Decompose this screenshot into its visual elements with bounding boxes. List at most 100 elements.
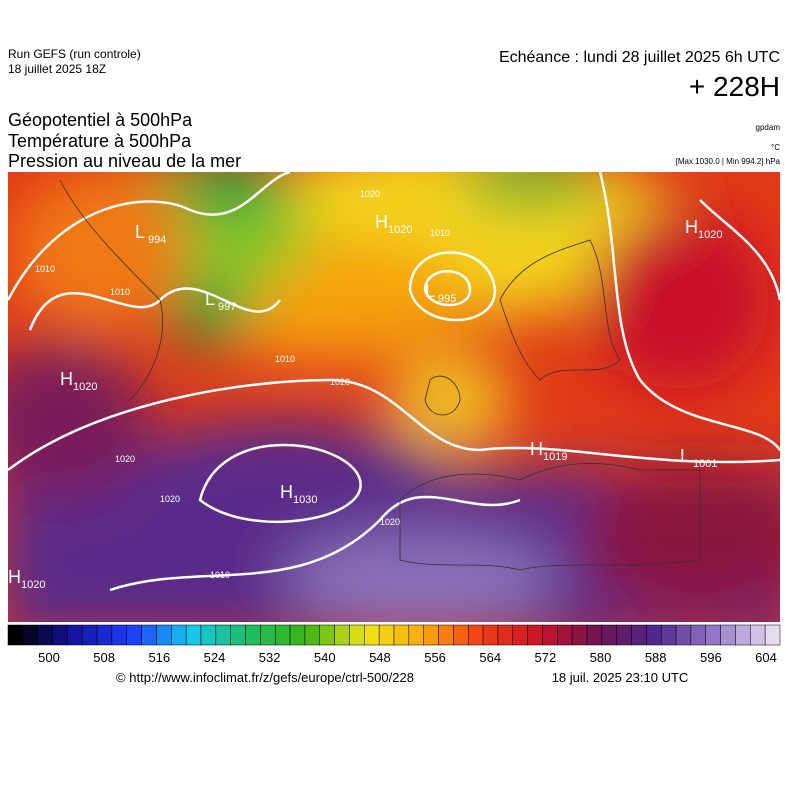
colorbar-cell [67, 624, 83, 646]
colorbar-cell [557, 624, 573, 646]
colorbar-cell [319, 624, 335, 646]
colorbar-cell [705, 624, 721, 646]
center-letter: L [135, 222, 145, 242]
colorbar-cell [512, 624, 528, 646]
center-letter: H [685, 217, 698, 237]
legend-line: Géopotentiel à 500hPa [8, 110, 193, 130]
isobar-label: 1020 [330, 377, 350, 387]
map [8, 172, 780, 622]
offset: + 228H [689, 71, 780, 102]
center-pressure: 1020 [21, 579, 45, 591]
unit: gpdam [756, 123, 781, 132]
colorbar-cell [616, 624, 632, 646]
colorbar-tick-label: 532 [259, 650, 281, 665]
center-pressure: 1020 [388, 224, 412, 236]
colorbar-cell [81, 624, 98, 646]
colorbar-cell [274, 624, 291, 646]
colorbar-cell [586, 624, 603, 646]
center-letter: H [375, 212, 388, 232]
colorbar-tick-label: 588 [645, 650, 667, 665]
generated: 18 juil. 2025 23:10 UTC [552, 670, 689, 685]
colorbar-cell [571, 624, 588, 646]
colorbar-cell [334, 624, 350, 646]
unit: [Max 1030.0 | Min 994.2] hPa [676, 157, 781, 166]
colorbar-cell [438, 624, 454, 646]
colorbar-cell [230, 624, 246, 646]
colorbar-cell [52, 624, 68, 646]
echeance: Echéance : lundi 28 juillet 2025 6h UTC [499, 49, 780, 66]
colorbar-cell [378, 624, 395, 646]
center-letter: H [280, 482, 293, 502]
isobar-label: 1020 [380, 517, 400, 527]
colorbar-tick-label: 556 [424, 650, 446, 665]
isobar-label: 1020 [115, 454, 135, 464]
center-pressure: 994 [148, 234, 166, 246]
colorbar-cell [467, 624, 484, 646]
colorbar-cell [289, 624, 306, 646]
colorbar-cell [126, 624, 142, 646]
colorbar-cell [646, 624, 662, 646]
colorbar-cell [215, 624, 231, 646]
colorbar-tick-label: 604 [755, 650, 777, 665]
center-letter: L [680, 446, 690, 466]
isobar-label: 1010 [275, 354, 295, 364]
colorbar-cell [720, 624, 736, 646]
center-pressure: 1020 [698, 229, 722, 241]
colorbar-cell [631, 624, 647, 646]
colorbar-cell [156, 624, 172, 646]
colorbar-cell [37, 624, 53, 646]
colorbar-cell [96, 624, 113, 646]
center-pressure: 1019 [543, 451, 567, 463]
colorbar-cell [393, 624, 410, 646]
unit: °C [771, 143, 780, 152]
colorbar-tick-label: 508 [93, 650, 115, 665]
colorbar-cell [735, 624, 751, 646]
center-letter: L [205, 289, 215, 309]
isobar-label: 1010 [430, 228, 450, 238]
center-pressure: 1001 [693, 458, 717, 470]
legend-line: Température à 500hPa [8, 131, 192, 151]
colorbar-cell [482, 624, 499, 646]
colorbar-cell [423, 624, 439, 646]
colorbar-tick-label: 580 [590, 650, 612, 665]
center-pressure: 995 [438, 293, 456, 305]
isobar-label: 1020 [360, 189, 380, 199]
colorbar-cell [527, 624, 543, 646]
run-label: Run GEFS (run controle) [8, 47, 141, 61]
isobar-label: 1010 [110, 287, 130, 297]
colorbar-cell [408, 624, 424, 646]
colorbar-cell [111, 624, 128, 646]
colorbar-cell [542, 624, 558, 646]
colorbar-cell [22, 624, 38, 646]
colorbar-cell [601, 624, 617, 646]
center-pressure: 1030 [293, 494, 317, 506]
colorbar-tick-label: 572 [535, 650, 557, 665]
isobar-label: 1020 [160, 494, 180, 504]
colorbar-cell [660, 624, 677, 646]
center-letter: H [8, 567, 21, 587]
colorbar-cell [260, 624, 276, 646]
colorbar-cell [675, 624, 692, 646]
colorbar-cell [497, 624, 514, 646]
colorbar-cell [185, 624, 202, 646]
colorbar-tick-label: 524 [204, 650, 226, 665]
colorbar-tick-label: 500 [38, 650, 60, 665]
center-letter: H [530, 439, 543, 459]
colorbar-cell [690, 624, 707, 646]
colorbar-cell [245, 624, 261, 646]
colorbar-cell [453, 624, 469, 646]
colorbar-tick-label: 564 [479, 650, 501, 665]
center-pressure: 1020 [73, 381, 97, 393]
colorbar-tick-label: 516 [148, 650, 170, 665]
center-pressure: 997 [218, 301, 236, 313]
center-letter: L [425, 281, 435, 301]
run-date: 18 juillet 2025 18Z [8, 62, 106, 76]
colorbar-cell [171, 624, 187, 646]
colorbar-tick-label: 540 [314, 650, 336, 665]
colorbar-tick-label: 596 [700, 650, 722, 665]
isobar-label: 1010 [210, 570, 230, 580]
colorbar-cell [304, 624, 321, 646]
colorbar-cell [764, 624, 781, 646]
source: © http://www.infoclimat.fr/z/gefs/europe… [116, 670, 414, 685]
